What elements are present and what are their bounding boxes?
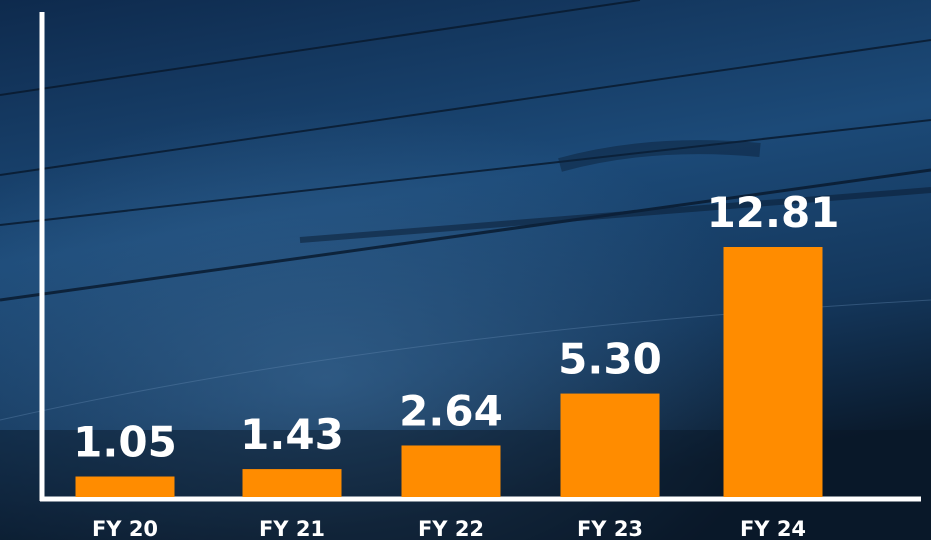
x-tick-label: FY 24 — [740, 517, 806, 540]
bar — [242, 469, 342, 497]
bar — [75, 476, 175, 497]
value-label: 1.05 — [73, 418, 177, 467]
value-label: 5.30 — [558, 335, 662, 384]
x-tick-label: FY 21 — [259, 517, 325, 540]
x-tick-label: FY 20 — [92, 517, 158, 540]
value-label: 1.43 — [240, 410, 344, 459]
bar — [560, 393, 660, 497]
bar — [401, 445, 501, 497]
value-label: 2.64 — [399, 386, 503, 435]
bar — [723, 247, 823, 497]
value-label: 12.81 — [707, 188, 840, 237]
x-tick-label: FY 22 — [418, 517, 484, 540]
x-tick-label: FY 23 — [577, 517, 643, 540]
